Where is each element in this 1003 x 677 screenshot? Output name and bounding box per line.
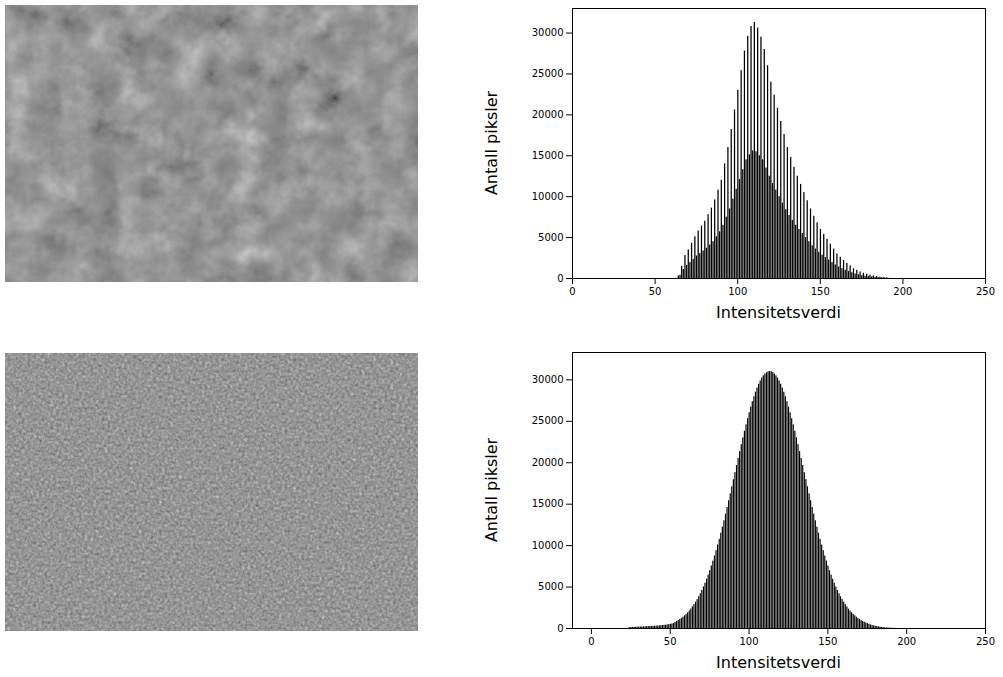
svg-text:10000: 10000: [532, 540, 564, 551]
html-text:Intensitetsverdi: Intensitetsverdi: [716, 303, 841, 322]
svg-text:30000: 30000: [532, 27, 564, 38]
svg-text:25000: 25000: [532, 415, 564, 426]
svg-text:30000: 30000: [532, 374, 564, 385]
svg-text:5000: 5000: [538, 232, 563, 243]
svg-text:100: 100: [740, 636, 759, 647]
svg-text:10000: 10000: [532, 191, 564, 202]
html-text:Antall piksler: Antall piksler: [482, 437, 501, 543]
svg-text:5000: 5000: [538, 581, 563, 592]
svg-text:0: 0: [557, 273, 563, 284]
svg-text:50: 50: [664, 636, 677, 647]
html-text:Intensitetsverdi: Intensitetsverdi: [716, 653, 841, 672]
svg-text:150: 150: [818, 636, 837, 647]
svg-text:15000: 15000: [532, 150, 564, 161]
svg-text:15000: 15000: [532, 498, 564, 509]
svg-text:250: 250: [976, 286, 995, 297]
svg-text:0: 0: [569, 286, 575, 297]
svg-text:25000: 25000: [532, 68, 564, 79]
svg-text:20000: 20000: [532, 457, 564, 468]
svg-text:100: 100: [728, 286, 747, 297]
svg-text:200: 200: [897, 636, 916, 647]
svg-text:150: 150: [811, 286, 830, 297]
svg-text:250: 250: [976, 636, 995, 647]
svg-text:50: 50: [649, 286, 662, 297]
svg-text:20000: 20000: [532, 109, 564, 120]
svg-text:0: 0: [588, 636, 594, 647]
html-text:Antall piksler: Antall piksler: [482, 90, 501, 196]
svg-text:0: 0: [557, 623, 563, 634]
svg-text:200: 200: [893, 286, 912, 297]
